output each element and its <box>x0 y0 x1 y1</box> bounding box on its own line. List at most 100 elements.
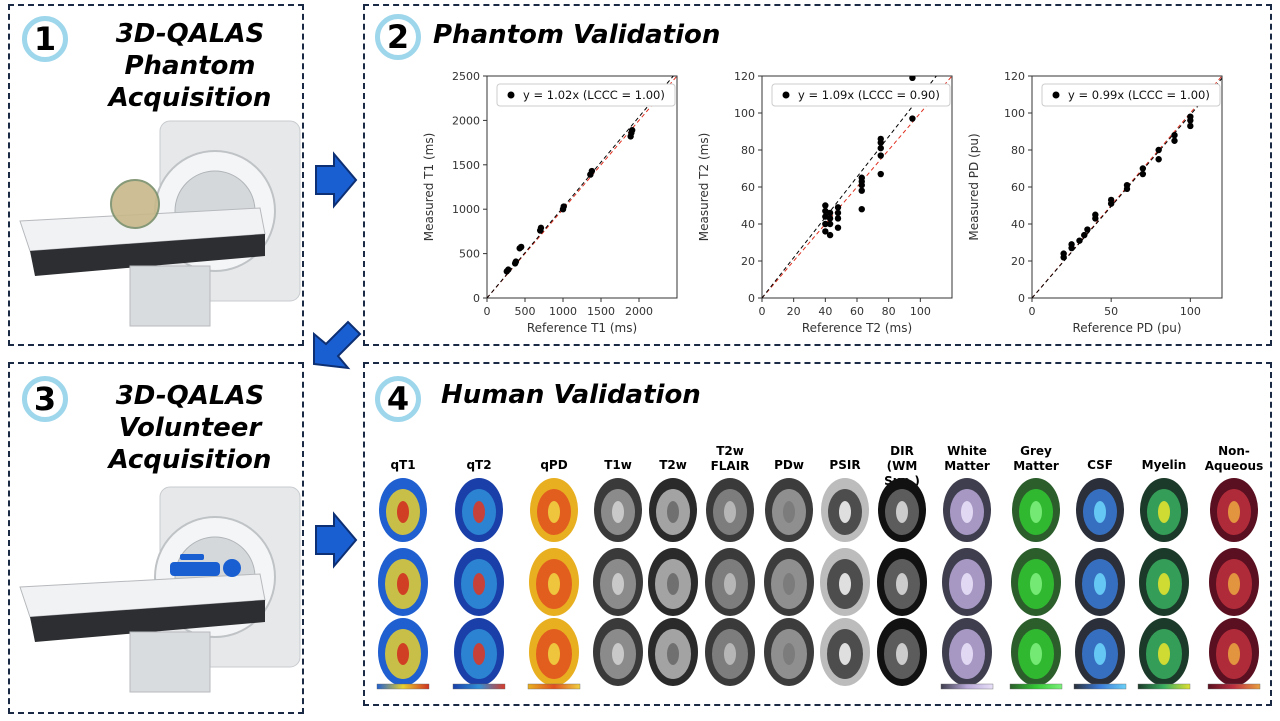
data-point <box>826 220 834 228</box>
y-tick-label: 40 <box>741 218 755 231</box>
y-tick-label: 2500 <box>452 70 480 83</box>
column-header: Grey Matter <box>1013 444 1059 473</box>
data-point <box>512 258 520 265</box>
data-point <box>909 115 916 122</box>
data-point <box>834 204 842 211</box>
arrow-right-icon <box>315 151 358 209</box>
data-point <box>1187 113 1194 120</box>
brain-ventricle <box>612 501 624 523</box>
step-number-badge: 1 <box>22 16 68 62</box>
legend-marker <box>507 91 515 99</box>
panel-human-validation: 4 Human Validation <box>363 362 1272 706</box>
brain-ventricle <box>612 643 624 665</box>
y-tick-label: 20 <box>741 255 755 268</box>
brain-ventricle <box>1030 501 1042 523</box>
data-point <box>588 167 596 175</box>
brain-ventricle <box>839 643 851 665</box>
brain-ventricle <box>1094 573 1106 595</box>
data-point <box>1155 156 1162 163</box>
data-point <box>877 135 884 143</box>
data-point <box>537 224 545 232</box>
data-point <box>1187 122 1194 130</box>
brain-ventricle <box>961 501 973 523</box>
data-point <box>1171 137 1178 144</box>
brain-ventricle <box>612 573 624 595</box>
brain-ventricle <box>548 501 560 523</box>
brain-ventricle <box>839 501 851 523</box>
colorbar <box>1009 683 1063 690</box>
column-header: PDw <box>774 458 804 472</box>
chart-t1: 0 500 1000 1500 2000 0 500 1000 1500 2000 2500 Refe… <box>422 70 678 334</box>
data-point <box>877 152 884 159</box>
brain-ventricle <box>724 501 736 523</box>
brain-ventricle <box>1228 643 1240 665</box>
brain-ventricle <box>1228 573 1240 595</box>
legend: y = 0.99x (LCCC = 1.00) <box>1041 83 1221 107</box>
arrow-right-icon <box>315 511 358 569</box>
y-tick-label: 60 <box>741 181 755 194</box>
brain-ventricle <box>1228 501 1240 523</box>
data-point <box>518 243 525 251</box>
column-header: PSIR <box>829 458 861 472</box>
data-point <box>834 224 842 231</box>
phantom-sphere-icon <box>110 179 160 229</box>
person-lying-icon <box>170 554 241 577</box>
y-tick-label: 80 <box>1011 144 1025 157</box>
y-tick-label: 20 <box>1011 255 1025 268</box>
brain-ventricle <box>839 573 851 595</box>
data-point <box>858 206 865 213</box>
y-tick-label: 0 <box>748 292 755 305</box>
data-point <box>1084 226 1091 233</box>
mri-scanner-illustration <box>19 486 301 693</box>
legend-box <box>771 83 951 107</box>
legend: y = 1.09x (LCCC = 0.90) <box>771 83 951 107</box>
brain-ventricle <box>961 643 973 665</box>
panel-phantom-acquisition: 1 3D-QALAS Phantom Acquisition <box>8 4 304 346</box>
brain-ventricle <box>397 501 409 523</box>
y-tick-label: 2000 <box>452 114 480 127</box>
y-tick-label: 100 <box>734 107 755 120</box>
data-point <box>826 231 834 239</box>
brain-ventricle <box>783 501 795 523</box>
brain-ventricle <box>667 573 679 595</box>
data-point <box>877 170 884 178</box>
y-tick-label: 120 <box>1004 70 1025 83</box>
colorbar <box>1137 683 1191 690</box>
x-axis-label: Reference T2 (ms) <box>802 321 912 334</box>
data-point <box>1139 170 1147 178</box>
brain-ventricle <box>1158 643 1170 665</box>
data-point <box>858 174 865 181</box>
mri-scanner-illustration <box>19 120 301 327</box>
chart-t2: 0 20 40 60 80 100 0 20 40 60 80 100 120 Reference T2 … <box>697 70 953 334</box>
panel-title: Human Validation <box>441 380 701 410</box>
x-tick-label: 50 <box>1104 305 1118 318</box>
brain-ventricle <box>1094 501 1106 523</box>
y-tick-label: 60 <box>1011 181 1025 194</box>
brain-ventricle <box>1158 573 1170 595</box>
y-tick-label: 80 <box>741 144 755 157</box>
data-point <box>1081 231 1088 239</box>
colorbar <box>1073 683 1127 690</box>
data-point <box>822 202 829 209</box>
panel-title: Phantom Validation <box>433 20 721 50</box>
column-header: T1w <box>604 458 632 472</box>
brain-ventricle <box>1158 501 1170 523</box>
x-tick-label: 100 <box>910 305 931 318</box>
x-tick-label: 2000 <box>625 305 653 318</box>
data-point <box>909 76 916 82</box>
x-tick-label: 40 <box>818 305 832 318</box>
brain-ventricle <box>548 643 560 665</box>
data-point <box>560 203 567 210</box>
brain-ventricle <box>548 573 560 595</box>
brain-ventricle <box>667 501 679 523</box>
legend-label: y = 0.99x (LCCC = 1.00) <box>1068 88 1210 102</box>
colorbar <box>1207 683 1261 690</box>
y-axis-label: Measured T2 (ms) <box>697 133 711 242</box>
data-point <box>858 187 865 194</box>
colorbar <box>452 683 506 690</box>
colorbar <box>527 683 581 690</box>
data-point <box>1171 132 1178 139</box>
x-tick-label: 500 <box>515 305 536 318</box>
brain-ventricle <box>783 643 795 665</box>
column-header: White Matter <box>944 444 990 473</box>
